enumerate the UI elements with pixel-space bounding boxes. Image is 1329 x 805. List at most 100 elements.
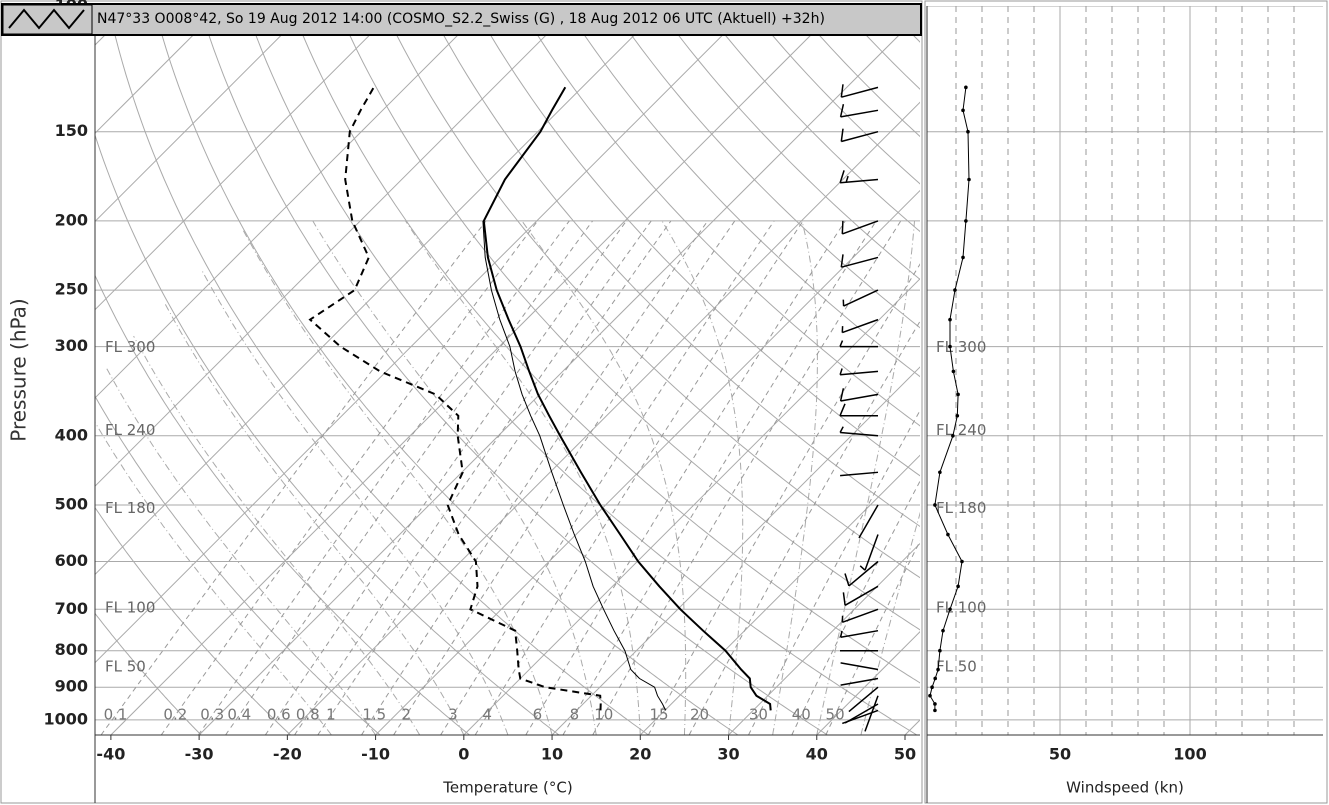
mixing-ratio-line [647, 263, 920, 735]
profile-line [482, 220, 667, 711]
dry-adiabat [336, 6, 920, 631]
dry-adiabat [381, 6, 920, 579]
dry-adiabat [290, 6, 920, 684]
flight-level: FL 100 [936, 598, 986, 616]
mixing-ratio-line [393, 220, 736, 735]
isotherm [198, 13, 920, 735]
y-tick-label: 250 [55, 280, 88, 299]
isotherm [463, 278, 920, 735]
mixing-ratio-label: 1.5 [362, 706, 386, 724]
mixing-ratio-label: 15 [649, 706, 668, 724]
mixing-ratio-label: 0.4 [227, 706, 251, 724]
wind-barb [840, 254, 879, 268]
wind-barb [841, 608, 879, 624]
dry-adiabat [518, 6, 920, 427]
x-tick-label: 50 [894, 745, 916, 764]
windspeed-point [933, 708, 937, 713]
mixing-ratio-line [294, 220, 652, 735]
mixing-ratio-label: 6 [533, 706, 543, 724]
windspeed-point [948, 344, 952, 349]
windspeed-point [953, 288, 957, 292]
windspeed-point [948, 607, 952, 612]
windspeed-point [961, 108, 965, 113]
wind-axis-title: Windspeed (kn) [1066, 779, 1184, 797]
wind-barb [839, 629, 879, 639]
profile-line [308, 86, 602, 711]
windspeed-point [951, 369, 956, 374]
moist-adiabat [860, 511, 920, 735]
mixing-ratio-label: 40 [792, 706, 811, 724]
isotherm [95, 6, 576, 487]
windspeed-point [933, 503, 937, 507]
isotherm [551, 366, 920, 735]
windspeed-point [966, 129, 970, 134]
windspeed-point [928, 693, 932, 698]
windspeed-point [951, 433, 955, 438]
left-panel [0, 0, 923, 804]
y-tick-label: 500 [55, 494, 88, 513]
y-tick-label: 400 [55, 425, 88, 444]
mixing-ratio-label: 20 [690, 706, 709, 724]
wind-barb [840, 677, 879, 686]
windspeed-point [960, 559, 964, 564]
x-tick-label: 10 [541, 745, 563, 764]
isotherm [286, 101, 920, 735]
flight-level: FL 180 [936, 499, 986, 517]
dry-adiabat [95, 274, 470, 735]
mixing-ratio-label: 0.3 [200, 706, 224, 724]
x-tick-label: -40 [96, 745, 125, 764]
moist-adiabat [133, 335, 421, 735]
windspeed-point [946, 532, 950, 537]
y-tick-label: 200 [55, 210, 88, 229]
mixing-ratio-line [562, 220, 877, 735]
flight-level: FL 240 [105, 421, 155, 439]
wind-barb [839, 368, 879, 376]
wind-barb [840, 662, 879, 671]
wind-barb [840, 84, 879, 98]
mixing-ratio-label: 50 [826, 706, 845, 724]
dry-adiabat [244, 6, 918, 735]
chart-title: N47°33 O008°42, So 19 Aug 2012 14:00 (CO… [97, 11, 825, 27]
wind-barb [839, 388, 879, 402]
windspeed-point [930, 685, 934, 690]
wind-barb [859, 534, 879, 571]
wind-barb [841, 318, 879, 334]
mixing-ratio-label: 4 [482, 706, 492, 724]
windspeed-point [941, 628, 945, 633]
windspeed-point [936, 667, 940, 672]
y-tick-label: 300 [55, 336, 88, 355]
isotherm [95, 6, 488, 399]
dry-adiabat [95, 506, 291, 735]
moist-adiabat [312, 220, 597, 735]
y-tick-label: 900 [55, 677, 88, 696]
mixing-ratio-line [317, 220, 672, 735]
mixing-ratio-label: 1 [326, 706, 336, 724]
windspeed-point [933, 676, 937, 681]
profile-line [482, 86, 772, 711]
mixing-ratio-line [100, 220, 487, 735]
x-tick-label: 0 [458, 745, 469, 764]
mixing-ratio-label: 30 [749, 706, 768, 724]
mixing-ratio-label: 0.6 [267, 706, 291, 724]
y-tick-label: 700 [55, 599, 88, 618]
zigzag-icon [8, 8, 85, 30]
header: N47°33 O008°42, So 19 Aug 2012 14:00 (CO… [1, 3, 922, 36]
wind-barb [840, 128, 879, 143]
mixing-ratio-line [791, 480, 920, 735]
moist-adiabat [241, 228, 553, 735]
windspeed-point [961, 255, 965, 260]
y-axis-title: Pressure (hPa) [7, 298, 31, 441]
x-tick-label: -20 [273, 745, 302, 764]
x-tick-label: 30 [717, 745, 739, 764]
mixing-ratio-line [225, 220, 594, 735]
mixing-ratio-line [825, 539, 920, 735]
windspeed-point [938, 470, 942, 475]
mixing-ratio-line [160, 220, 538, 735]
mixing-ratio-line [440, 220, 775, 735]
skewt-plot: 0.1 0.2 0.3 0.4 0.6 0.8 1 1.5 2 3 4 6 8 10 15 20 30 40 50 F… [95, 6, 920, 735]
wind-barb [839, 340, 879, 348]
x-tick-label: 100 [1173, 745, 1206, 764]
windspeed-point [964, 85, 968, 90]
windspeed-point [967, 177, 971, 182]
wind-barb [839, 403, 879, 417]
